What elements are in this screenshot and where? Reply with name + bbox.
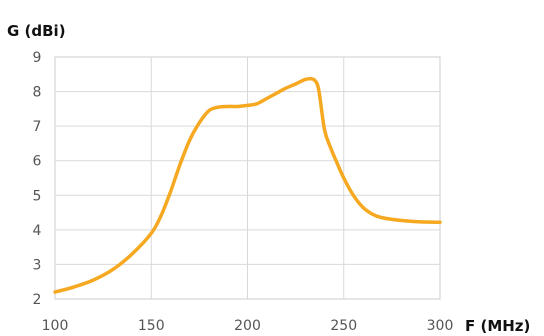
- x-tick-label: 250: [330, 318, 357, 334]
- series-layer: [53, 76, 442, 294]
- x-tick-label: 150: [138, 318, 165, 334]
- x-tick-label: 200: [234, 318, 261, 334]
- y-tick-label: 3: [33, 257, 42, 273]
- y-tick-label: 4: [33, 223, 42, 239]
- x-axis-title: F (MHz): [465, 317, 530, 335]
- y-tick-label: 9: [33, 50, 42, 66]
- tick-labels: 100 150 200 250 300 2 3 4 5 6 7 8 9: [33, 50, 454, 334]
- y-axis-title: G (dBi): [7, 22, 66, 40]
- grid-lines: [54, 56, 441, 300]
- x-tick-label: 100: [42, 318, 69, 334]
- y-tick-label: 5: [33, 188, 42, 204]
- x-tick-label: 300: [427, 318, 454, 334]
- y-tick-label: 2: [33, 292, 42, 308]
- y-tick-label: 8: [33, 85, 42, 101]
- y-tick-label: 7: [33, 119, 42, 135]
- y-tick-label: 6: [33, 154, 42, 170]
- series-line-gain: [53, 76, 442, 294]
